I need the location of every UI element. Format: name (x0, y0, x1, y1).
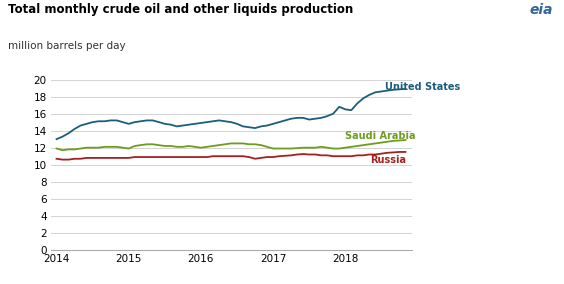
Text: Saudi Arabia: Saudi Arabia (345, 131, 416, 141)
Text: Russia: Russia (371, 154, 407, 165)
Text: million barrels per day: million barrels per day (8, 41, 126, 51)
Text: Total monthly crude oil and other liquids production: Total monthly crude oil and other liquid… (8, 3, 354, 16)
Text: eia: eia (529, 3, 553, 17)
Text: United States: United States (385, 82, 460, 92)
